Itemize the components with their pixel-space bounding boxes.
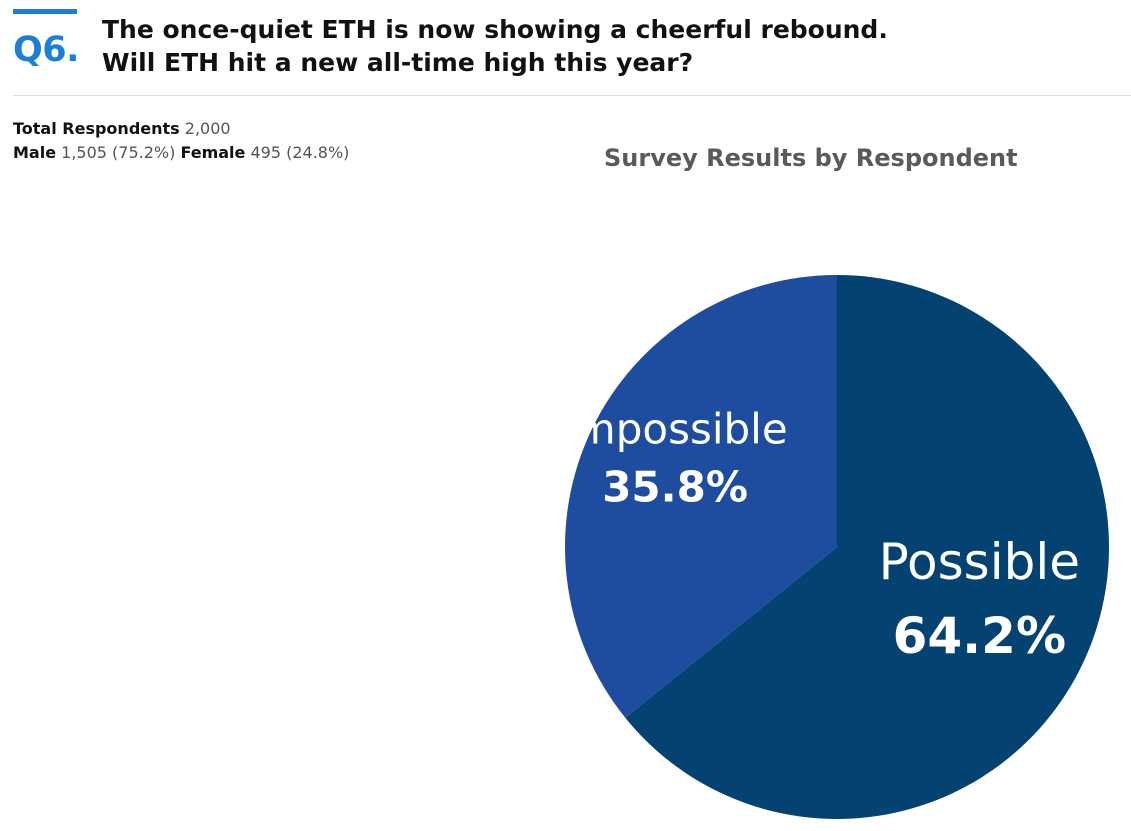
question-accent-bar [13,9,77,14]
question-line-1: The once-quiet ETH is now showing a chee… [102,15,888,44]
question-number: Q6. [13,30,79,70]
slice-label-impossible: Impossible [562,405,787,454]
pie-slice-possible [625,275,1109,819]
slice-value-possible: 64.2% [893,607,1066,665]
question-text: The once-quiet ETH is now showing a chee… [102,13,888,79]
pie-slice-impossible [565,275,837,718]
respondent-stats: Total Respondents 2,000 Male 1,505 (75.2… [13,117,349,165]
gender-breakdown-row: Male 1,505 (75.2%) Female 495 (24.8%) [13,141,349,165]
slice-label-possible: Possible [879,533,1080,591]
total-respondents-value: 2,000 [184,119,231,138]
chart-title: Survey Results by Respondent [604,144,1018,172]
female-value: 495 (24.8%) [250,143,350,162]
header-divider [13,95,1131,96]
slice-value-impossible: 35.8% [602,463,748,512]
total-respondents-label: Total Respondents [13,119,180,138]
total-respondents-row: Total Respondents 2,000 [13,117,349,141]
female-label: Female [180,143,246,162]
male-label: Male [13,143,57,162]
question-line-2: Will ETH hit a new all-time high this ye… [102,48,694,77]
male-value: 1,505 (75.2%) [61,143,176,162]
